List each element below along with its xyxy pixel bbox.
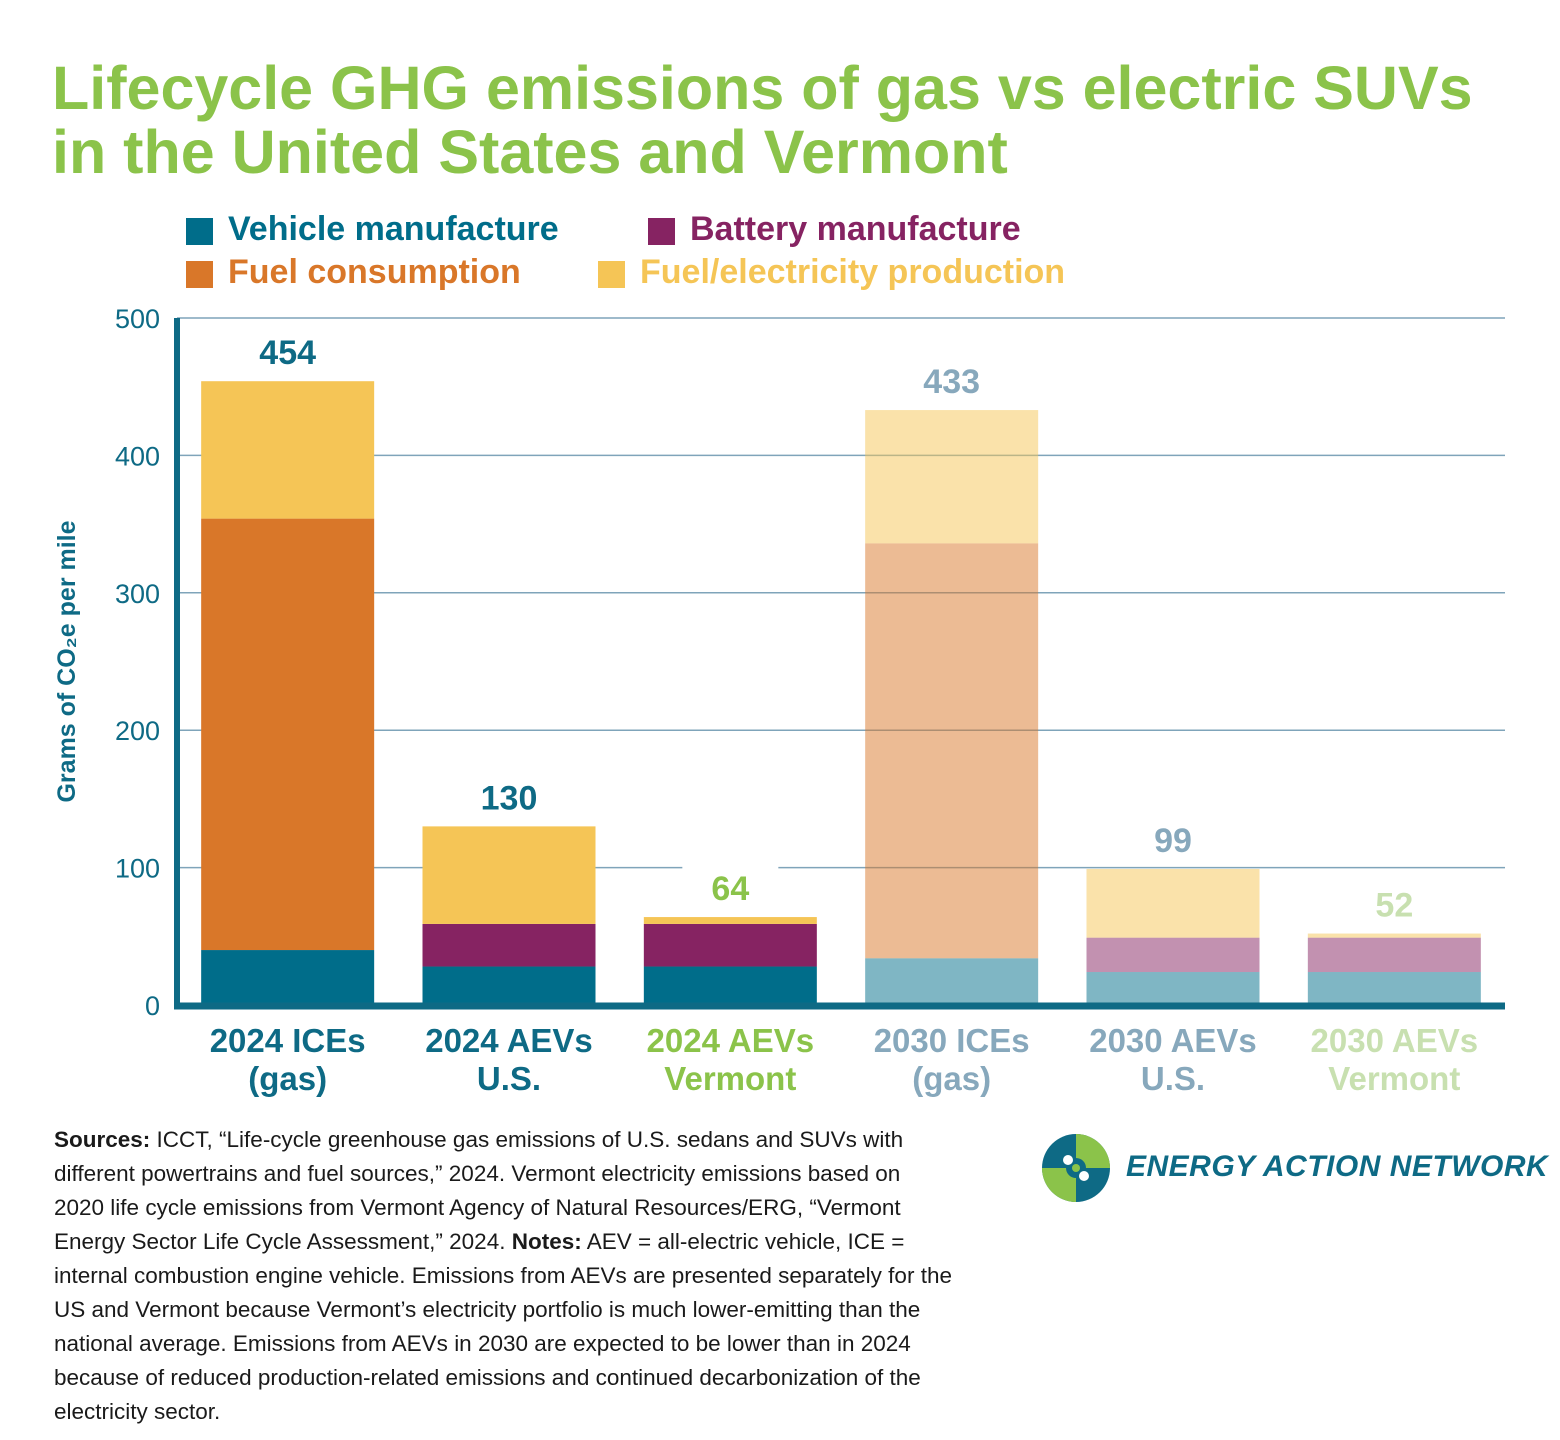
x-tick-label: Vermont [664,1060,796,1097]
data-label: 52 [1375,887,1413,925]
x-tick-label: 2024 ICEs [210,1022,366,1059]
x-tick-label: 2024 AEVs [647,1022,815,1059]
bar-segment-battery-manufacture [422,923,596,967]
notes-text: AEV = all-electric vehicle, ICE = intern… [54,1229,952,1424]
legend-swatch [186,218,213,245]
x-tick-label: 2030 ICEs [874,1022,1030,1059]
data-label-bg [903,358,1000,405]
y-tick-label: 500 [115,304,160,334]
logo-icon [1042,1134,1110,1202]
x-tick-label: U.S. [1141,1060,1205,1097]
sources-notes: Sources: ICCT, “Life-cycle greenhouse ga… [54,1123,1504,1429]
data-label-bg [1346,881,1443,928]
sources-label: Sources: [54,1127,151,1152]
y-tick-label: 400 [115,441,160,471]
legend-label: Fuel/electricity production [640,253,1066,291]
bar-segment-vehicle-manufacture [201,950,375,1005]
x-tick-label: Vermont [1328,1060,1460,1097]
bar-segment-fuel-electricity-production [201,381,375,519]
x-tick-label: (gas) [248,1060,327,1097]
bar-segment-vehicle-manufacture [643,966,817,1005]
data-label-bg [239,329,336,376]
y-tick-label: 300 [115,579,160,609]
data-label: 99 [1154,822,1192,860]
bar-segment-vehicle-manufacture [1086,972,1260,1005]
y-tick-label: 200 [115,716,160,746]
x-tick-label: 2024 AEVs [425,1022,593,1059]
bar-segment-fuel-consumption [865,543,1039,959]
bar-segment-fuel-electricity-production [865,410,1039,544]
legend-label: Vehicle manufacture [228,210,559,248]
chart-title: Lifecycle GHG emissions of gas vs electr… [52,54,1473,186]
y-tick-label: 100 [115,854,160,884]
legend-swatch [598,261,625,288]
notes-label: Notes: [511,1229,582,1254]
bar-segment-fuel-electricity-production [1307,933,1481,938]
bar-segment-vehicle-manufacture [422,966,596,1005]
bar-segment-vehicle-manufacture [1307,972,1481,1005]
legend-swatch [648,218,675,245]
energy-action-network-logo: ENERGY ACTION NETWORK [1038,1130,1548,1204]
data-label: 433 [923,363,980,401]
y-tick-label: 0 [145,991,160,1021]
x-tick-label: U.S. [477,1060,541,1097]
data-label-bg [461,774,557,821]
bar-segment-vehicle-manufacture [865,958,1039,1005]
logo-text: ENERGY ACTION NETWORK [1126,1150,1549,1183]
bar-segment-battery-manufacture [643,923,817,967]
legend-swatch [186,261,213,288]
bar-segment-fuel-electricity-production [422,826,596,924]
x-tick-label: 2030 AEVs [1311,1022,1479,1059]
data-label: 64 [711,870,749,908]
data-label-bg [1125,816,1221,863]
bar-segment-battery-manufacture [1086,937,1260,973]
sources-text: ICCT, “Life-cycle greenhouse gas emissio… [54,1127,904,1254]
data-label: 454 [259,334,316,372]
legend-label: Fuel consumption [228,253,521,291]
bar-segment-fuel-electricity-production [1086,868,1260,938]
legend-label: Battery manufacture [690,210,1021,248]
data-label-bg [682,865,779,912]
data-label: 130 [481,779,538,817]
x-tick-label: (gas) [912,1060,991,1097]
bar-segment-battery-manufacture [1307,937,1481,973]
bar-segment-fuel-consumption [201,518,375,951]
bar-segment-fuel-electricity-production [643,917,817,924]
y-axis-title: Grams of CO₂e per mile [53,520,81,802]
x-tick-label: 2030 AEVs [1089,1022,1257,1059]
